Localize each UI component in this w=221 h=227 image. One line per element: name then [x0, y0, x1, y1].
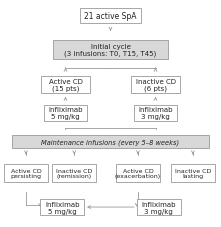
Text: Infliximab
5 mg/kg: Infliximab 5 mg/kg [48, 107, 83, 120]
Text: Active CD
(15 pts): Active CD (15 pts) [49, 79, 82, 92]
Text: Infliximab
3 mg/kg: Infliximab 3 mg/kg [142, 201, 176, 214]
Text: Infliximab
5 mg/kg: Infliximab 5 mg/kg [45, 201, 79, 214]
Text: Inactive CD
(remission): Inactive CD (remission) [56, 168, 92, 179]
FancyBboxPatch shape [4, 164, 48, 183]
Text: Active CD
persisting: Active CD persisting [10, 168, 42, 179]
FancyBboxPatch shape [53, 41, 168, 59]
FancyBboxPatch shape [41, 77, 90, 94]
FancyBboxPatch shape [116, 164, 160, 183]
Text: Infliximab
3 mg/kg: Infliximab 3 mg/kg [138, 107, 173, 120]
Text: 21 active SpA: 21 active SpA [84, 12, 137, 21]
FancyBboxPatch shape [137, 199, 181, 215]
FancyBboxPatch shape [131, 77, 180, 94]
Text: Active CD
(exacerbation): Active CD (exacerbation) [115, 168, 161, 179]
FancyBboxPatch shape [80, 9, 141, 24]
FancyBboxPatch shape [133, 105, 177, 122]
FancyBboxPatch shape [44, 105, 88, 122]
FancyBboxPatch shape [40, 199, 84, 215]
FancyBboxPatch shape [12, 135, 209, 148]
Text: Maintenance infusions (every 5–8 weeks): Maintenance infusions (every 5–8 weeks) [41, 138, 180, 145]
FancyBboxPatch shape [171, 164, 215, 183]
Text: Initial cycle
(3 infusions: T0, T15, T45): Initial cycle (3 infusions: T0, T15, T45… [64, 44, 157, 57]
FancyBboxPatch shape [52, 164, 96, 183]
Text: Inactive CD
lasting: Inactive CD lasting [175, 168, 211, 179]
Text: Inactive CD
(6 pts): Inactive CD (6 pts) [135, 79, 175, 92]
